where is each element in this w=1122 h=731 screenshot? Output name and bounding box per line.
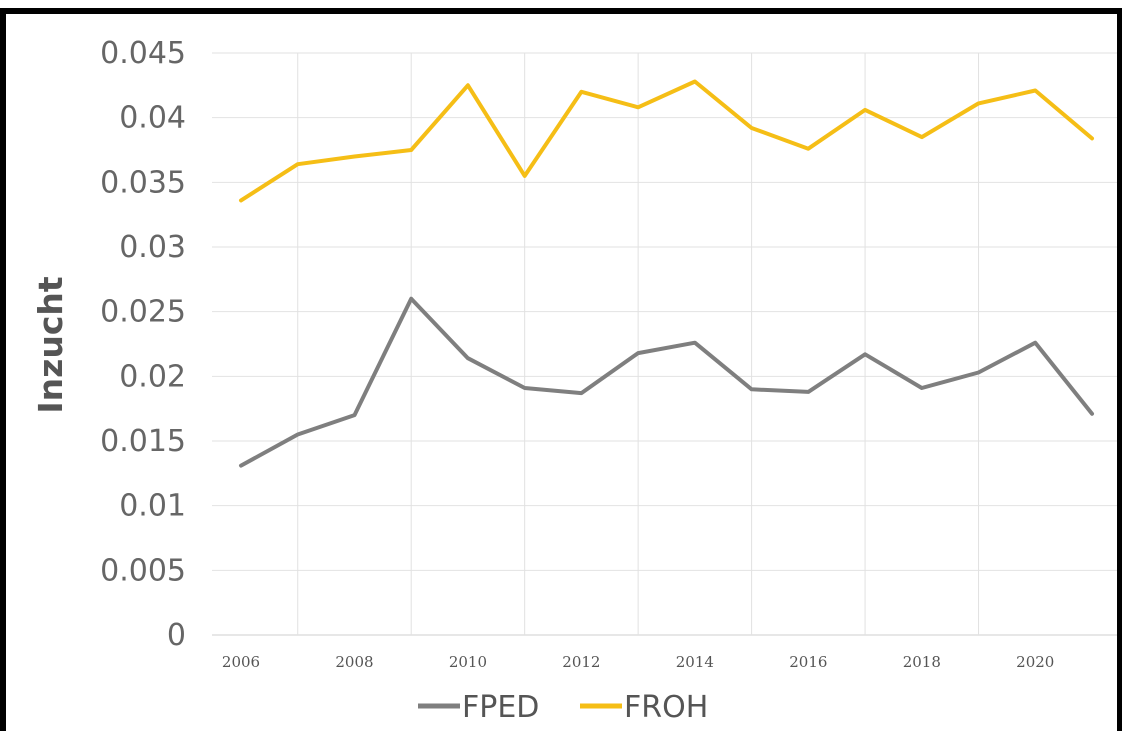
- x-tick-label: 2014: [676, 653, 714, 671]
- x-tick-label: 2018: [903, 653, 941, 671]
- x-tick-label: 2010: [449, 653, 487, 671]
- chart-frame: [0, 8, 1122, 731]
- series-line-fped: [239, 296, 1094, 468]
- y-axis-label: Inzucht: [31, 276, 70, 414]
- x-tick-label: 2012: [562, 653, 600, 671]
- y-tick-label: 0.015: [100, 424, 186, 459]
- y-tick-label: 0.045: [100, 36, 186, 71]
- y-tick-label: 0.02: [119, 359, 186, 394]
- y-tick-label: 0.035: [100, 165, 186, 200]
- legend-label-froh: FROH: [624, 690, 708, 725]
- y-tick-label: 0: [167, 618, 186, 653]
- x-tick-label: 2016: [789, 653, 827, 671]
- legend: FPED FROH: [418, 690, 708, 725]
- series-lines: [239, 79, 1094, 468]
- x-tick-label: 2008: [335, 653, 373, 671]
- y-tick-label: 0.025: [100, 295, 186, 330]
- grid: [212, 52, 1117, 636]
- x-tick-label: 2020: [1016, 653, 1054, 671]
- y-axis-ticks: 0 0.005 0.01 0.015 0.02 0.025 0.03 0.035 0.04 0.0…: [100, 36, 186, 653]
- y-tick-label: 0.03: [119, 230, 186, 265]
- y-tick-label: 0.005: [100, 553, 186, 588]
- legend-label-fped: FPED: [462, 690, 539, 725]
- y-tick-label: 0.01: [119, 489, 186, 524]
- y-tick-label: 0.04: [119, 101, 186, 136]
- x-axis-ticks: 2006 2008 2010 2012 2014 2016 2018 2020: [222, 653, 1054, 671]
- series-line-froh: [239, 79, 1094, 203]
- x-tick-label: 2006: [222, 653, 260, 671]
